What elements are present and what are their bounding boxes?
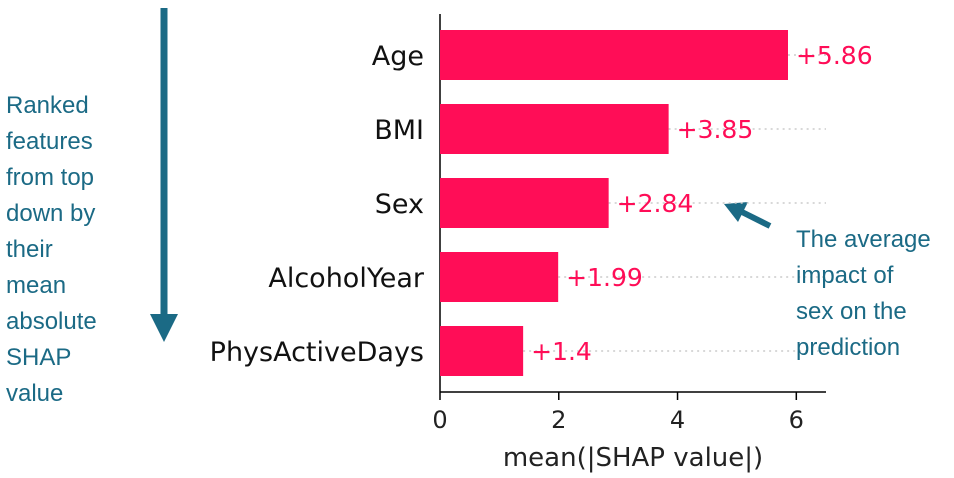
category-label: PhysActiveDays — [210, 337, 424, 368]
x-tick-label: 4 — [670, 406, 685, 434]
bar-bmi — [440, 104, 669, 154]
value-label: +2.84 — [617, 189, 694, 218]
bar-age — [440, 30, 788, 80]
value-label: +1.4 — [531, 337, 592, 366]
pointer-arrow-icon — [724, 202, 772, 229]
bar-alcoholyear — [440, 252, 559, 302]
ranking-annotation: Ranked features from top down by their m… — [6, 92, 97, 407]
x-tick-label: 6 — [789, 406, 804, 434]
x-tick-label: 2 — [551, 406, 566, 434]
category-label: Sex — [375, 189, 424, 220]
down-arrow-icon — [150, 8, 178, 342]
category-label: BMI — [374, 115, 424, 146]
bar-sex — [440, 178, 609, 228]
value-label: +5.86 — [796, 41, 873, 70]
sex-impact-annotation: The average impact of sex on the predict… — [796, 226, 931, 361]
value-label: +1.99 — [566, 263, 643, 292]
x-axis-label: mean(|SHAP value|) — [503, 443, 763, 473]
bar-physactivedays — [440, 326, 524, 376]
category-label: AlcoholYear — [268, 263, 425, 294]
value-label: +3.85 — [677, 115, 754, 144]
category-label: Age — [372, 41, 424, 72]
x-tick-label: 0 — [432, 406, 447, 434]
